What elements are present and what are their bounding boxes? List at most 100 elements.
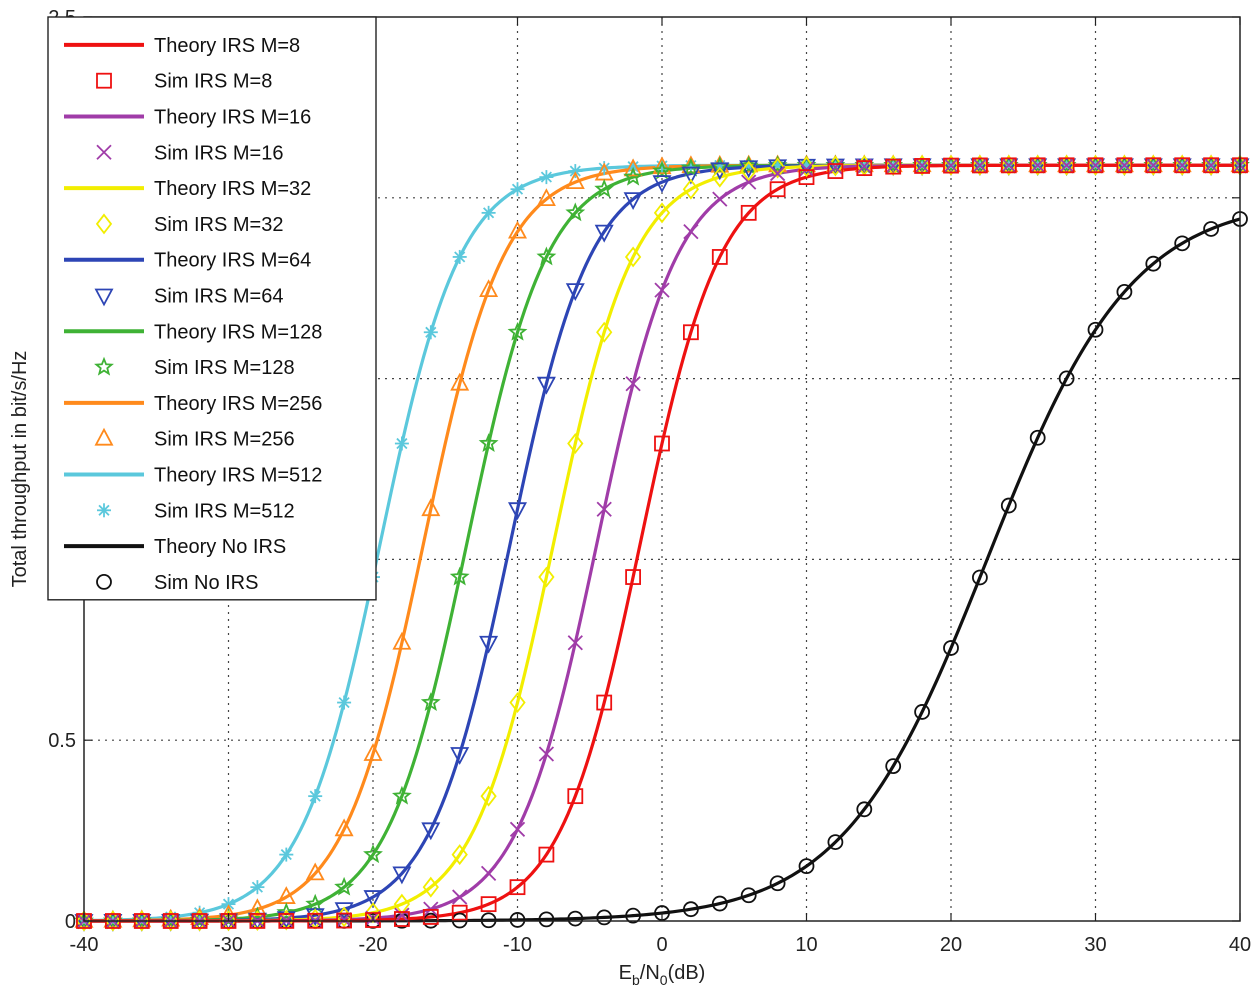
x-tick-label: -20 bbox=[359, 934, 388, 956]
data-point-sim-irs-m-32 bbox=[1029, 154, 1046, 176]
data-point-sim-irs-m-128 bbox=[536, 246, 557, 266]
data-point-sim-irs-m-16 bbox=[1174, 157, 1190, 173]
data-point-sim-no-irs bbox=[943, 640, 959, 656]
data-point-sim-irs-m-64 bbox=[652, 175, 672, 194]
data-point-sim-irs-m-8 bbox=[798, 169, 815, 186]
data-point-sim-irs-m-16 bbox=[625, 376, 641, 392]
data-point-sim-irs-m-8 bbox=[1116, 157, 1133, 174]
data-point-sim-irs-m-256 bbox=[421, 498, 441, 517]
data-point-sim-no-irs bbox=[1000, 497, 1017, 514]
data-point-sim-irs-m-32 bbox=[1145, 154, 1162, 176]
data-point-sim-no-irs bbox=[1116, 283, 1133, 300]
data-point-sim-irs-m-256 bbox=[652, 156, 672, 175]
data-point-sim-irs-m-256 bbox=[565, 171, 585, 190]
data-point-sim-irs-m-64 bbox=[363, 890, 383, 908]
data-point-sim-irs-m-256 bbox=[1086, 154, 1105, 173]
data-point-sim-irs-m-8 bbox=[1087, 157, 1104, 174]
legend-label: Sim IRS M=256 bbox=[154, 429, 295, 451]
data-point-sim-irs-m-256 bbox=[450, 372, 470, 391]
data-point-sim-irs-m-8 bbox=[451, 904, 468, 921]
legend-item: Sim IRS M=64 bbox=[94, 286, 283, 308]
data-point-sim-irs-m-512 bbox=[337, 695, 352, 710]
data-point-sim-irs-m-128 bbox=[420, 692, 441, 711]
x-tick-label: 0 bbox=[656, 934, 667, 956]
data-point-sim-irs-m-256 bbox=[1028, 154, 1048, 173]
data-point-sim-irs-m-32 bbox=[191, 910, 208, 932]
data-point-sim-irs-m-64 bbox=[508, 502, 527, 521]
data-point-sim-irs-m-256 bbox=[103, 909, 123, 928]
data-point-sim-irs-m-512 bbox=[279, 847, 294, 862]
data-point-sim-irs-m-64 bbox=[1172, 158, 1192, 177]
data-point-sim-no-irs bbox=[683, 901, 699, 918]
data-point-sim-irs-m-16 bbox=[1203, 157, 1219, 173]
data-point-sim-irs-m-16 bbox=[596, 501, 612, 517]
data-point-sim-irs-m-16 bbox=[509, 821, 526, 837]
data-point-sim-irs-m-32 bbox=[1116, 154, 1133, 176]
data-point-sim-irs-m-64 bbox=[1086, 158, 1105, 177]
data-point-sim-irs-m-16 bbox=[336, 911, 352, 928]
data-point-sim-no-irs bbox=[798, 858, 815, 875]
data-point-sim-no-irs bbox=[856, 801, 873, 818]
data-point-sim-irs-m-128 bbox=[565, 202, 586, 222]
data-point-sim-irs-m-8 bbox=[885, 158, 902, 175]
legend-label: Theory IRS M=512 bbox=[154, 465, 322, 487]
data-point-sim-irs-m-64 bbox=[421, 822, 441, 841]
data-point-sim-irs-m-64 bbox=[999, 158, 1019, 177]
legend-item: Sim IRS M=512 bbox=[97, 500, 295, 522]
data-point-sim-irs-m-64 bbox=[1028, 158, 1048, 177]
data-point-sim-irs-m-256 bbox=[941, 154, 961, 173]
data-point-sim-irs-m-32 bbox=[220, 910, 237, 932]
legend-label: Theory IRS M=128 bbox=[154, 321, 322, 343]
data-point-sim-irs-m-256 bbox=[1143, 154, 1163, 173]
legend-box bbox=[47, 16, 377, 601]
data-point-sim-irs-m-32 bbox=[682, 178, 700, 200]
data-point-sim-irs-m-32 bbox=[509, 692, 526, 714]
data-point-sim-irs-m-128 bbox=[449, 566, 470, 586]
legend-item: Sim IRS M=128 bbox=[94, 356, 295, 379]
data-point-sim-irs-m-8 bbox=[480, 896, 497, 913]
x-tick-label: 20 bbox=[940, 934, 962, 956]
data-point-sim-irs-m-8 bbox=[596, 694, 613, 711]
data-point-sim-irs-m-8 bbox=[740, 204, 757, 221]
data-point-sim-irs-m-256 bbox=[912, 154, 932, 173]
x-tick-label: -30 bbox=[214, 934, 243, 956]
data-point-sim-no-irs bbox=[827, 834, 844, 851]
data-point-sim-irs-m-128 bbox=[334, 876, 355, 896]
legend-label: Theory IRS M=8 bbox=[154, 35, 300, 57]
data-point-sim-irs-m-64 bbox=[450, 747, 470, 765]
data-point-sim-irs-m-128 bbox=[478, 433, 499, 452]
data-point-sim-irs-m-8 bbox=[1203, 157, 1219, 174]
data-point-sim-irs-m-8 bbox=[972, 157, 988, 174]
data-point-sim-irs-m-16 bbox=[1030, 157, 1046, 173]
legend-item: Theory IRS M=32 bbox=[64, 178, 311, 200]
data-point-sim-irs-m-8 bbox=[856, 160, 873, 176]
data-point-sim-no-irs bbox=[972, 569, 988, 586]
data-point-sim-no-irs bbox=[625, 907, 641, 924]
data-point-sim-irs-m-512 bbox=[510, 182, 525, 197]
data-point-sim-irs-m-16 bbox=[654, 282, 670, 298]
data-point-sim-irs-m-32 bbox=[1000, 154, 1017, 176]
data-point-sim-irs-m-64 bbox=[565, 283, 585, 302]
data-point-sim-irs-m-512 bbox=[481, 205, 496, 220]
data-point-sim-irs-m-64 bbox=[594, 224, 614, 243]
data-point-sim-irs-m-8 bbox=[509, 879, 526, 896]
data-point-sim-irs-m-128 bbox=[680, 157, 701, 177]
data-point-sim-no-irs bbox=[538, 911, 555, 928]
data-point-sim-irs-m-256 bbox=[1172, 154, 1192, 173]
x-tick-label: 40 bbox=[1229, 934, 1251, 956]
data-point-sim-irs-m-8 bbox=[827, 163, 844, 179]
legend-label: Sim IRS M=128 bbox=[154, 357, 295, 379]
data-point-sim-irs-m-16 bbox=[914, 157, 930, 174]
data-point-sim-irs-m-256 bbox=[392, 631, 412, 650]
data-point-sim-no-irs bbox=[567, 910, 584, 927]
data-point-sim-irs-m-256 bbox=[883, 154, 903, 173]
legend-marker-swatch bbox=[97, 503, 111, 518]
data-point-sim-irs-m-128 bbox=[594, 178, 615, 198]
y-tick-label: 0.5 bbox=[48, 730, 76, 752]
legend-item: Theory IRS M=128 bbox=[64, 321, 322, 343]
x-tick-label: -40 bbox=[70, 934, 99, 956]
data-point-sim-irs-m-256 bbox=[305, 862, 325, 881]
data-point-sim-irs-m-32 bbox=[596, 321, 613, 343]
data-point-sim-irs-m-32 bbox=[451, 844, 468, 866]
